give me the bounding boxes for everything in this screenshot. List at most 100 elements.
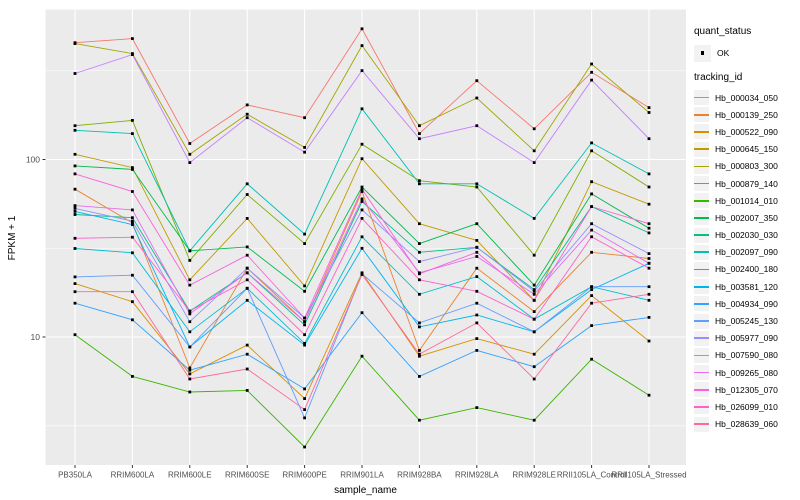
data-point (532, 310, 536, 313)
legend-entry-Hb_004934_090: Hb_004934_090 (694, 295, 798, 312)
data-point (647, 261, 651, 265)
data-point (475, 79, 479, 83)
axis-tick-labels: 100 10 PB350LA RRIM600LA RRIM600LE RRIM600SE R… (26, 155, 687, 480)
legend-entry-label: Hb_002030_030 (715, 230, 778, 241)
data-point (590, 235, 593, 239)
x-tick-label: RRIM600PE (282, 471, 326, 480)
data-point (360, 157, 364, 161)
x-tick-label: RRIM928BA (397, 471, 442, 480)
data-point (73, 128, 77, 132)
legend-line-key-icon (694, 330, 709, 346)
legend-line-key-icon (694, 416, 709, 432)
data-point (73, 236, 77, 240)
legend-line-key-icon (694, 227, 709, 243)
legend-entry-Hb_002030_030: Hb_002030_030 (694, 227, 798, 244)
legend-entry-Hb_005245_130: Hb_005245_130 (694, 312, 798, 329)
data-point (73, 207, 77, 210)
data-point (360, 235, 364, 239)
data-point (360, 190, 364, 193)
data-point (590, 192, 593, 196)
data-point (131, 300, 134, 304)
data-point (188, 345, 192, 349)
data-point (73, 210, 77, 213)
data-point (73, 282, 77, 285)
data-point (360, 311, 364, 315)
data-point (590, 288, 593, 291)
legend-line-key-icon (694, 347, 709, 363)
legend-entry-label: Hb_000034_050 (715, 92, 778, 103)
data-point (73, 275, 77, 279)
data-point (360, 200, 364, 203)
data-point (131, 37, 134, 40)
x-tick-label: RRIM600LA (111, 471, 155, 480)
data-point (532, 292, 536, 296)
data-point (532, 253, 536, 257)
data-point (647, 393, 651, 397)
data-point (532, 418, 536, 422)
data-point (360, 197, 364, 201)
y-tick-label: 10 (31, 332, 41, 342)
data-point (188, 309, 192, 313)
data-point (418, 132, 421, 135)
data-point (418, 418, 421, 422)
legend-entry-Hb_001014_010: Hb_001014_010 (694, 192, 798, 209)
data-point (73, 204, 77, 207)
data-point (245, 271, 249, 275)
data-point (532, 161, 536, 164)
data-point (475, 182, 479, 186)
data-point (73, 124, 77, 128)
data-point (131, 166, 134, 169)
legend-line-key-icon (694, 107, 709, 123)
data-point (303, 150, 306, 154)
data-point (73, 301, 77, 305)
legend-line-key-icon (694, 176, 709, 192)
legend-entry-Hb_012305_070: Hb_012305_070 (694, 381, 798, 398)
data-point (418, 278, 421, 282)
data-point (188, 368, 192, 372)
data-point (475, 289, 479, 293)
data-point (647, 226, 651, 230)
data-point (303, 408, 306, 411)
data-point (131, 318, 134, 322)
data-point (532, 365, 536, 369)
data-point (360, 107, 364, 111)
legend-entry-Hb_000139_250: Hb_000139_250 (694, 106, 798, 123)
data-point (188, 372, 192, 376)
data-point (73, 152, 77, 156)
data-point (418, 349, 421, 352)
data-point (418, 272, 421, 276)
legend-line-key-icon (694, 244, 709, 260)
data-point (418, 222, 421, 226)
legend-entry-Hb_026099_010: Hb_026099_010 (694, 398, 798, 415)
data-point (475, 337, 479, 340)
data-point (647, 252, 651, 255)
data-point (647, 106, 651, 109)
data-point (245, 367, 249, 371)
data-point (360, 217, 364, 220)
data-point (475, 96, 479, 100)
data-point (590, 149, 593, 153)
data-point (418, 260, 421, 263)
axis-tick-marks (42, 159, 650, 468)
data-point (188, 283, 192, 287)
data-point (590, 228, 593, 232)
data-point (131, 223, 134, 226)
data-point (188, 278, 192, 282)
legend-line-key-icon (694, 261, 709, 277)
data-point (590, 357, 593, 361)
data-point (131, 132, 134, 135)
legend-entry-Hb_000879_140: Hb_000879_140 (694, 175, 798, 192)
data-point (245, 352, 249, 356)
legend-entries: Hb_000034_050 Hb_000139_250 Hb_000522_090 H… (694, 89, 798, 433)
data-point (188, 390, 192, 394)
data-point (647, 172, 651, 176)
data-point (303, 232, 306, 236)
data-point (418, 354, 421, 358)
legend-entry-Hb_000522_090: Hb_000522_090 (694, 123, 798, 140)
data-point (590, 324, 593, 327)
data-point (532, 217, 536, 220)
data-point (131, 119, 134, 122)
data-point (303, 387, 306, 391)
data-point (647, 222, 651, 226)
data-point (188, 377, 192, 381)
